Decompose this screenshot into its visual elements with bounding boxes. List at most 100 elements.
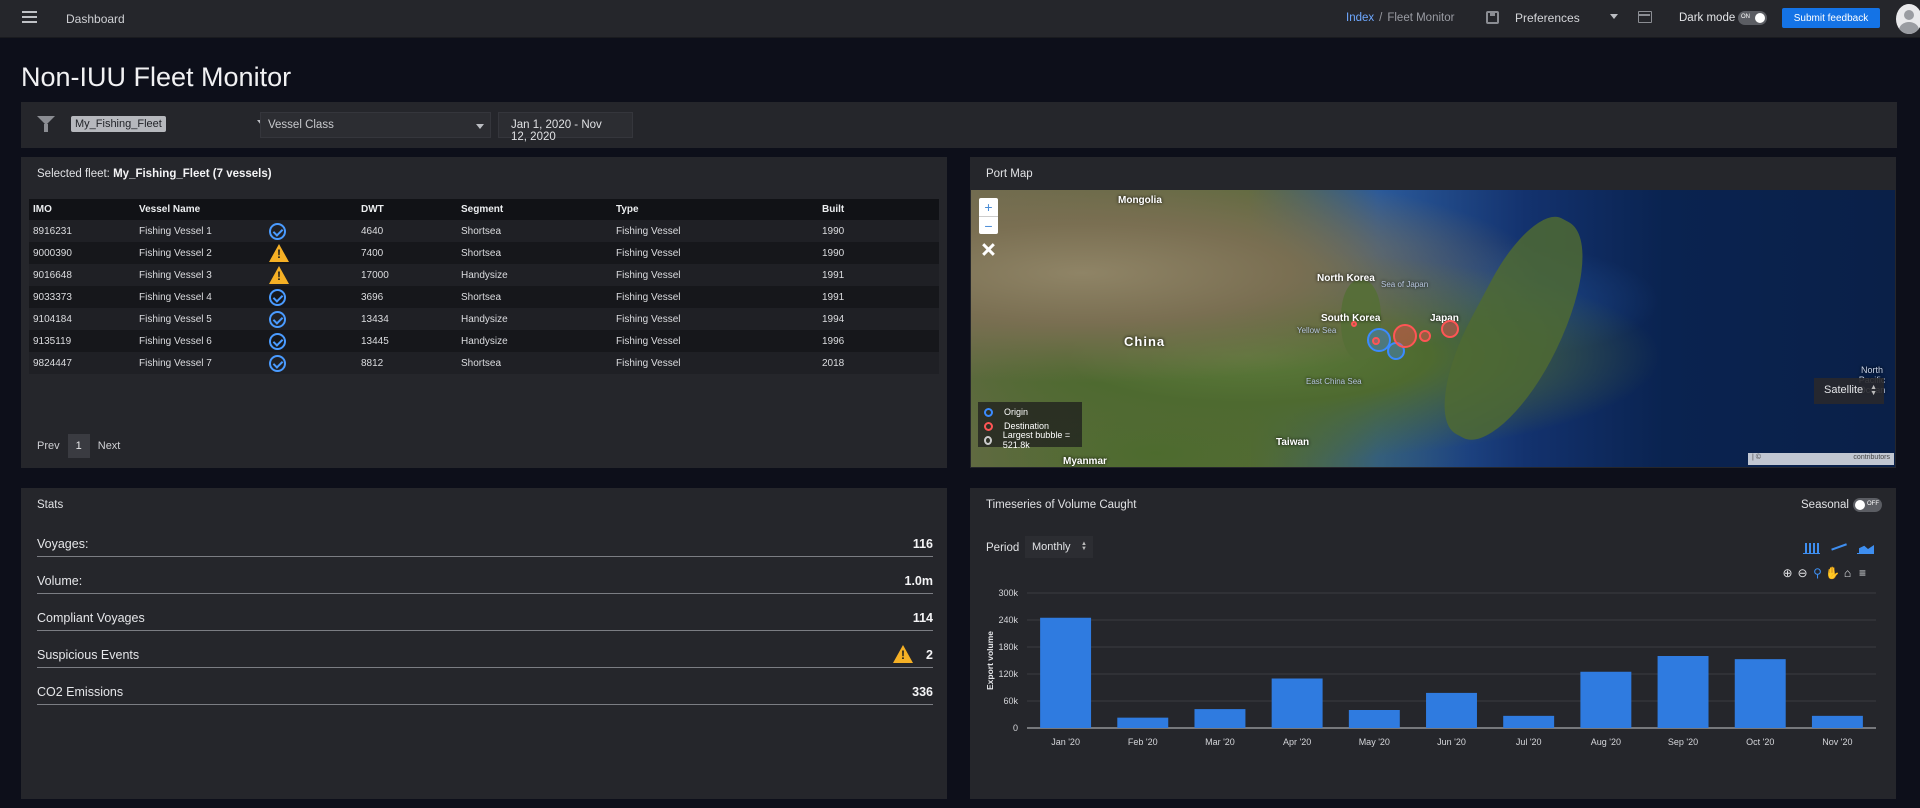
next-page-button[interactable]: Next (97, 440, 121, 452)
column-header-vessel-name[interactable]: Vessel Name (135, 199, 267, 220)
status-cell (267, 264, 357, 286)
stat-voyages: Voyages: 116 (37, 532, 933, 557)
table-row[interactable]: 9000390 Fishing Vessel 2 7400 Shortsea F… (29, 242, 939, 264)
table-row[interactable]: 8916231 Fishing Vessel 1 4640 Shortsea F… (29, 220, 939, 242)
fleet-select[interactable]: My_Fishing_Fleet (71, 114, 269, 134)
period-select-value: Monthly (1032, 541, 1071, 553)
zoom-out-icon[interactable]: ⊖ (1797, 566, 1808, 580)
layout-icon[interactable] (1638, 11, 1652, 23)
vessel-name-cell: Fishing Vessel 1 (135, 220, 267, 242)
fullscreen-icon[interactable] (979, 240, 998, 259)
stat-suspicious-events[interactable]: Suspicious Events 2 (37, 643, 933, 668)
bar[interactable] (1657, 656, 1709, 728)
column-header-imo[interactable]: IMO (29, 199, 135, 220)
menu-icon[interactable]: ≡ (1858, 566, 1866, 580)
x-tick-label: Mar '20 (1205, 737, 1235, 747)
zoom-in-icon[interactable]: ⊕ (1782, 566, 1793, 580)
y-tick-label: 180k (998, 642, 1018, 652)
column-header-dwt[interactable]: DWT (357, 199, 457, 220)
bar[interactable] (1426, 692, 1477, 728)
map-zoom-in-button[interactable]: + (984, 199, 993, 215)
avatar[interactable] (1896, 4, 1920, 34)
type-cell: Fishing Vessel (612, 220, 818, 242)
column-header-segment[interactable]: Segment (457, 199, 612, 220)
map-layer-select[interactable]: Satellite ▲ ▼ (1814, 378, 1884, 404)
bar[interactable] (1348, 710, 1400, 728)
stat-value: 116 (912, 537, 933, 551)
y-axis-label: Export volume (985, 631, 995, 690)
column-header-type[interactable]: Type (612, 199, 818, 220)
table-row[interactable]: 9104184 Fishing Vessel 5 13434 Handysize… (29, 308, 939, 330)
map-zoom-out-button[interactable]: − (979, 216, 998, 234)
destination-bubble[interactable] (1351, 321, 1357, 327)
bar[interactable] (1811, 715, 1863, 728)
attribution-left: | © (1752, 454, 1761, 461)
bar[interactable] (1117, 717, 1169, 728)
volume-bar-chart: 0 60k 120k 180k 240k 300k Export volume Jan '20… (985, 588, 1876, 747)
check-circle-icon (269, 288, 286, 306)
bar-chart-icon[interactable] (1803, 540, 1821, 554)
zoom-select-icon[interactable]: ⚲ (1813, 566, 1822, 580)
dwt-cell: 17000 (357, 264, 457, 286)
chevron-down-icon (476, 124, 484, 129)
bar[interactable] (1734, 659, 1786, 728)
destination-bubble[interactable] (1393, 324, 1417, 348)
imo-cell: 8916231 (29, 220, 135, 242)
hamburger-menu-icon[interactable] (22, 11, 37, 24)
destination-bubble[interactable] (1372, 337, 1380, 345)
vessel-class-select[interactable]: Vessel Class (260, 112, 491, 138)
status-cell (267, 352, 357, 374)
built-cell: 1991 (818, 286, 939, 308)
table-row[interactable]: 9135119 Fishing Vessel 6 13445 Handysize… (29, 330, 939, 352)
segment-cell: Shortsea (457, 352, 612, 374)
bar[interactable] (1271, 678, 1323, 729)
bar[interactable] (1040, 617, 1092, 728)
warning-icon (269, 244, 289, 262)
stat-label: Volume: (37, 574, 83, 588)
stat-compliant-voyages: Compliant Voyages 114 (37, 606, 933, 631)
save-icon[interactable] (1486, 11, 1499, 24)
bar[interactable] (1580, 671, 1632, 728)
legend-origin: Origin (984, 405, 1076, 419)
built-cell: 1990 (818, 220, 939, 242)
date-range-picker[interactable]: Jan 1, 2020 - Nov 12, 2020 (498, 112, 633, 143)
timeseries-title: Timeseries of Volume Caught (986, 499, 1137, 511)
table-row[interactable]: 9824447 Fishing Vessel 7 8812 Shortsea F… (29, 352, 939, 374)
table-header-row: IMO Vessel Name DWT Segment Type Built (29, 199, 939, 220)
stat-co2-emissions: CO2 Emissions 336 (37, 680, 933, 705)
table-row[interactable]: 9033373 Fishing Vessel 4 3696 Shortsea F… (29, 286, 939, 308)
seasonal-toggle[interactable]: OFF (1853, 498, 1882, 512)
period-select[interactable]: Monthly ▲ ▼ (1025, 536, 1093, 558)
area-chart-icon[interactable] (1857, 540, 1875, 554)
bar[interactable] (1503, 715, 1555, 728)
prev-page-button[interactable]: Prev (37, 440, 60, 452)
type-cell: Fishing Vessel (612, 330, 818, 352)
satellite-map[interactable]: Mongolia North Korea Sea of Japan China … (971, 190, 1895, 467)
submit-feedback-button[interactable]: Submit feedback (1782, 8, 1880, 28)
destination-bubble[interactable] (1419, 330, 1431, 342)
pan-icon[interactable]: ✋ (1825, 566, 1840, 580)
stat-label: CO2 Emissions (37, 685, 124, 699)
dark-mode-toggle[interactable]: ON (1738, 11, 1767, 25)
stat-label: Suspicious Events (37, 648, 140, 662)
pagination: Prev 1 Next (29, 434, 128, 458)
bar[interactable] (1194, 709, 1246, 728)
page-number-button[interactable]: 1 (67, 434, 90, 458)
breadcrumb-index-link[interactable]: Index (1346, 12, 1375, 24)
preferences-select[interactable]: Preferences (1512, 7, 1620, 29)
x-tick-label: Jul '20 (1516, 737, 1542, 747)
attribution-right[interactable]: contributors (1853, 454, 1890, 461)
column-header-built[interactable]: Built (818, 199, 939, 220)
line-chart-icon[interactable] (1830, 540, 1848, 554)
chevron-down-icon (1610, 14, 1618, 19)
destination-bubble[interactable] (1441, 320, 1459, 338)
home-icon[interactable]: ⌂ (1843, 566, 1852, 580)
map-label-north-korea: North Korea (1317, 273, 1375, 284)
filter-bar: My_Fishing_Fleet Vessel Class Jan 1, 202… (21, 102, 1897, 148)
stat-label: Compliant Voyages (37, 611, 145, 625)
status-cell (267, 330, 357, 352)
fleet-title-prefix: Selected fleet: (37, 168, 110, 180)
dark-mode-label: Dark mode (1679, 12, 1736, 24)
table-row[interactable]: 9016648 Fishing Vessel 3 17000 Handysize… (29, 264, 939, 286)
vessel-name-cell: Fishing Vessel 2 (135, 242, 267, 264)
